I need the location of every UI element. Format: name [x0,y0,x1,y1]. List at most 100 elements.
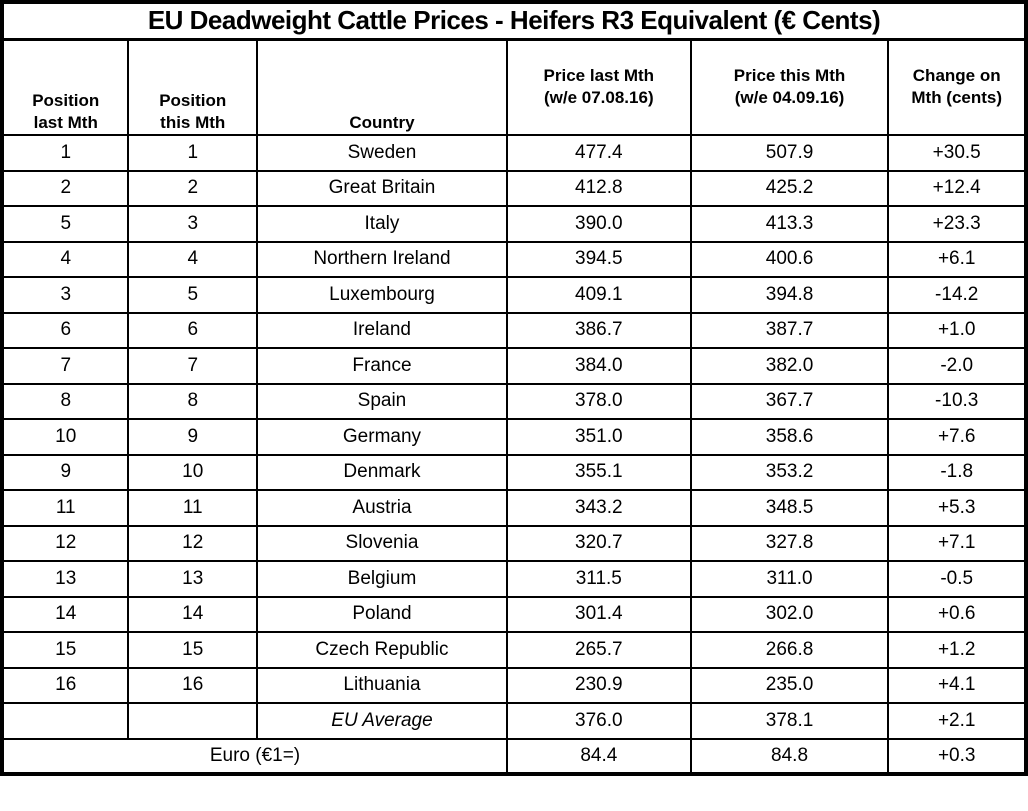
cell-position-this-mth: 2 [127,169,258,207]
cell-price-last-mth: 378.0 [505,382,692,420]
cell-change-on-mth: +6.1 [887,240,1027,278]
cell-position-last-mth: 14 [0,595,130,633]
cell-position-last-mth: 6 [0,311,130,349]
cell-country: Northern Ireland [255,240,508,278]
cell-position-last-mth: 9 [0,453,130,491]
cell-price-this-mth: 358.6 [689,418,890,456]
cell-country: EU Average [255,702,508,740]
cell-price-last-mth: 412.8 [505,169,692,207]
cell-country: Italy [255,205,508,243]
table-row: EU Average 376.0 378.1 +2.1 [0,702,1027,740]
cell-price-this-mth: 353.2 [689,453,890,491]
header-line: Price last Mth [543,66,655,86]
cell-change-on-mth: -1.8 [887,453,1027,491]
cell-position-this-mth: 14 [127,595,258,633]
cell-position-last-mth: 8 [0,382,130,420]
table-body: 1 1 Sweden 477.4 507.9 +30.5 2 2 Great B… [0,134,1027,740]
cell-price-last-mth: 386.7 [505,311,692,349]
cell-position-this-mth: 16 [127,666,258,704]
cell-country: Belgium [255,560,508,598]
cell-position-this-mth: 3 [127,205,258,243]
cell-position-this-mth: 11 [127,489,258,527]
header-line: Mth (cents) [911,88,1003,108]
cell-price-this-mth: 302.0 [689,595,890,633]
cell-country: Germany [255,418,508,456]
cell-country: Spain [255,382,508,420]
cell-position-this-mth: 5 [127,276,258,314]
cell-price-last-mth: 311.5 [505,560,692,598]
cell-price-last-mth: 343.2 [505,489,692,527]
cell-change-on-mth: +12.4 [887,169,1027,207]
cell-position-last-mth: 15 [0,631,130,669]
cell-price-last-mth: 355.1 [505,453,692,491]
cell-change-on-mth: +4.1 [887,666,1027,704]
cell-change-on-mth: +5.3 [887,489,1027,527]
cell-change-on-mth: -2.0 [887,347,1027,385]
cell-price-last-mth: 265.7 [505,631,692,669]
header-line: Country [349,112,415,132]
column-header-position-last-mth: Position last Mth [0,38,130,136]
cell-price-this-mth: 311.0 [689,560,890,598]
cell-change-on-mth: +1.2 [887,631,1027,669]
cell-position-this-mth: 8 [127,382,258,420]
cell-price-last-mth: 477.4 [505,134,692,172]
column-header-price-last-mth: Price last Mth (w/e 07.08.16) [505,38,692,136]
cell-price-this-mth: 425.2 [689,169,890,207]
cell-price-this-mth: 266.8 [689,631,890,669]
cell-position-this-mth: 6 [127,311,258,349]
cell-position-last-mth: 4 [0,240,130,278]
cell-position-this-mth: 12 [127,524,258,562]
euro-label: Euro (€1=) [1,737,508,775]
cell-price-this-mth: 387.7 [689,311,890,349]
cell-position-last-mth [0,702,130,740]
cell-price-last-mth: 376.0 [505,702,692,740]
euro-price-this-mth: 84.8 [689,737,890,775]
cell-position-last-mth: 10 [0,418,130,456]
table-row: 16 16 Lithuania 230.9 235.0 +4.1 [0,666,1027,704]
cell-price-this-mth: 413.3 [689,205,890,243]
header-line: Position [32,90,100,110]
column-header-change-on-mth: Change on Mth (cents) [887,38,1027,136]
cell-change-on-mth: -14.2 [887,276,1027,314]
header-line: (w/e 04.09.16) [734,88,845,108]
cell-change-on-mth: -0.5 [887,560,1027,598]
cell-price-last-mth: 384.0 [505,347,692,385]
header-line: last Mth [33,112,98,132]
cell-price-this-mth: 382.0 [689,347,890,385]
title-row: EU Deadweight Cattle Prices - Heifers R3… [1,1,1027,41]
table-row: 5 3 Italy 390.0 413.3 +23.3 [0,205,1027,243]
cell-country: Lithuania [255,666,508,704]
cell-position-last-mth: 12 [0,524,130,562]
cell-change-on-mth: +1.0 [887,311,1027,349]
cell-position-last-mth: 16 [0,666,130,704]
table-row: 6 6 Ireland 386.7 387.7 +1.0 [0,311,1027,349]
table-row: 15 15 Czech Republic 265.7 266.8 +1.2 [0,631,1027,669]
table-row: 13 13 Belgium 311.5 311.0 -0.5 [0,560,1027,598]
cell-country: Sweden [255,134,508,172]
cell-price-this-mth: 327.8 [689,524,890,562]
table-title: EU Deadweight Cattle Prices - Heifers R3… [1,1,1027,41]
cell-country: Slovenia [255,524,508,562]
cell-price-this-mth: 394.8 [689,276,890,314]
cell-price-last-mth: 409.1 [505,276,692,314]
table-row: 10 9 Germany 351.0 358.6 +7.6 [0,418,1027,456]
cell-price-last-mth: 390.0 [505,205,692,243]
cell-change-on-mth: +23.3 [887,205,1027,243]
cell-position-last-mth: 13 [0,560,130,598]
cell-price-this-mth: 507.9 [689,134,890,172]
cell-position-this-mth: 15 [127,631,258,669]
cell-change-on-mth: +7.6 [887,418,1027,456]
cell-country: Luxembourg [255,276,508,314]
column-header-country: Country [255,38,508,136]
column-header-price-this-mth: Price this Mth (w/e 04.09.16) [689,38,890,136]
cell-position-last-mth: 2 [0,169,130,207]
euro-row: Euro (€1=) 84.4 84.8 +0.3 [1,737,1027,775]
cell-position-last-mth: 11 [0,489,130,527]
cell-price-last-mth: 230.9 [505,666,692,704]
cell-change-on-mth: +30.5 [887,134,1027,172]
column-header-position-this-mth: Position this Mth [127,38,258,136]
header-line: this Mth [160,112,226,132]
header-line: Change on [912,66,1001,86]
cell-country: Czech Republic [255,631,508,669]
